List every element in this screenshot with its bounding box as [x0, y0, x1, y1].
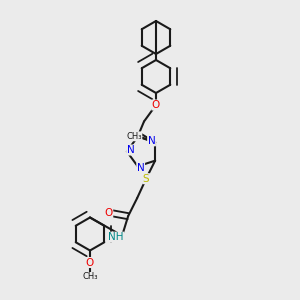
Text: N: N	[127, 145, 134, 155]
Text: O: O	[86, 257, 94, 268]
Text: CH₃: CH₃	[126, 132, 142, 141]
Text: O: O	[104, 208, 113, 218]
Text: N: N	[137, 163, 145, 173]
Text: N: N	[148, 136, 155, 146]
Text: S: S	[143, 174, 149, 184]
Text: CH₃: CH₃	[82, 272, 98, 281]
Text: NH: NH	[108, 232, 124, 242]
Text: O: O	[152, 100, 160, 110]
